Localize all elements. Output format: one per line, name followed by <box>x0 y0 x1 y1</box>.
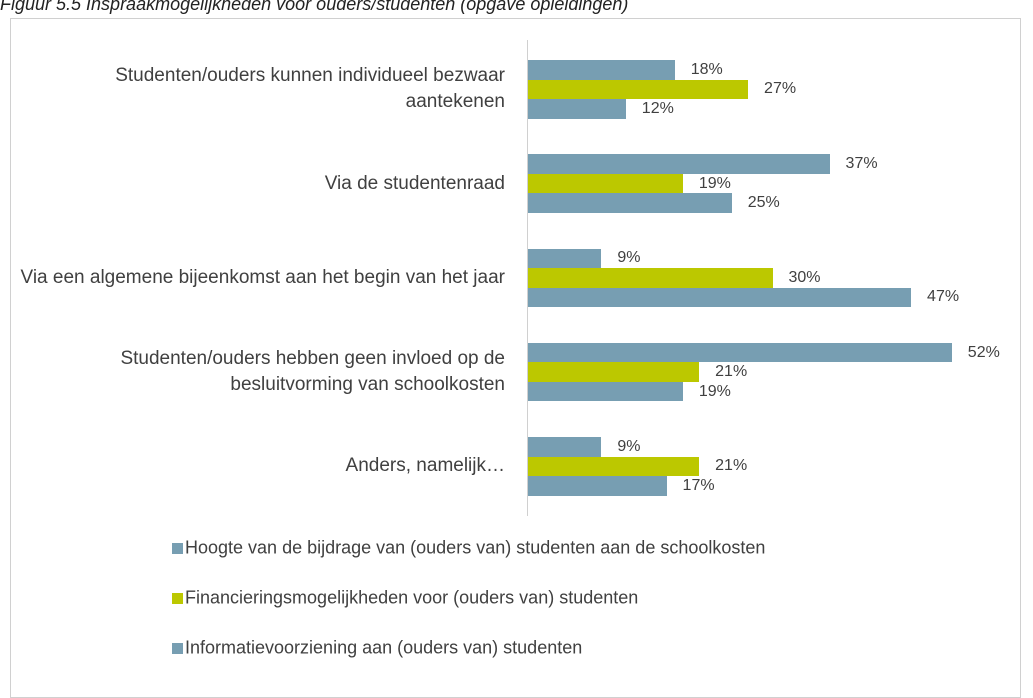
value-label: 19% <box>698 174 731 192</box>
legend-swatch <box>172 542 183 554</box>
value-label: 9% <box>617 249 641 267</box>
value-label: 52% <box>967 343 1000 361</box>
value-label: 25% <box>747 194 780 212</box>
bar <box>528 362 700 382</box>
value-label: 9% <box>617 437 641 455</box>
value-label: 17% <box>682 476 715 494</box>
bar <box>528 476 667 496</box>
value-label: 18% <box>690 60 723 78</box>
legend-label: Financieringsmogelijkheden voor (ouders … <box>185 587 639 608</box>
bar <box>528 248 602 269</box>
value-label: 47% <box>927 288 960 306</box>
value-label: 30% <box>788 268 821 286</box>
bar <box>528 79 749 99</box>
category-label: Studenten/ouders hebben geen invloed op … <box>120 348 505 396</box>
bar <box>528 60 675 80</box>
bar <box>528 456 700 477</box>
legend-label: Hoogte van de bijdrage van (ouders van) … <box>185 537 766 558</box>
bar <box>528 193 732 213</box>
category-label: Via een algemene bijeenkomst aan het beg… <box>20 266 506 288</box>
bar <box>528 268 773 288</box>
value-label: 21% <box>715 457 748 475</box>
legend-swatch <box>172 642 183 654</box>
value-label: 21% <box>715 363 748 381</box>
bar <box>528 381 683 402</box>
category-axis <box>527 40 528 516</box>
chart-title: Figuur 5.5 Inspraakmogelijkheden voor ou… <box>0 0 629 14</box>
bar <box>528 99 626 119</box>
category-label: Anders, namelijk… <box>345 455 505 477</box>
value-label: 27% <box>764 80 797 98</box>
value-label: 19% <box>698 382 731 400</box>
bar <box>528 437 602 457</box>
bar <box>528 154 830 174</box>
bar <box>528 287 912 308</box>
value-label: 12% <box>641 99 674 117</box>
legend-swatch <box>172 592 183 604</box>
value-label: 37% <box>845 155 878 173</box>
legend-label: Informatievoorziening aan (ouders van) s… <box>185 637 583 658</box>
category-label: Studenten/ouders kunnen individueel bezw… <box>115 65 505 113</box>
bar <box>528 173 683 194</box>
bar <box>528 342 952 363</box>
category-label: Via de studentenraad <box>324 172 505 194</box>
